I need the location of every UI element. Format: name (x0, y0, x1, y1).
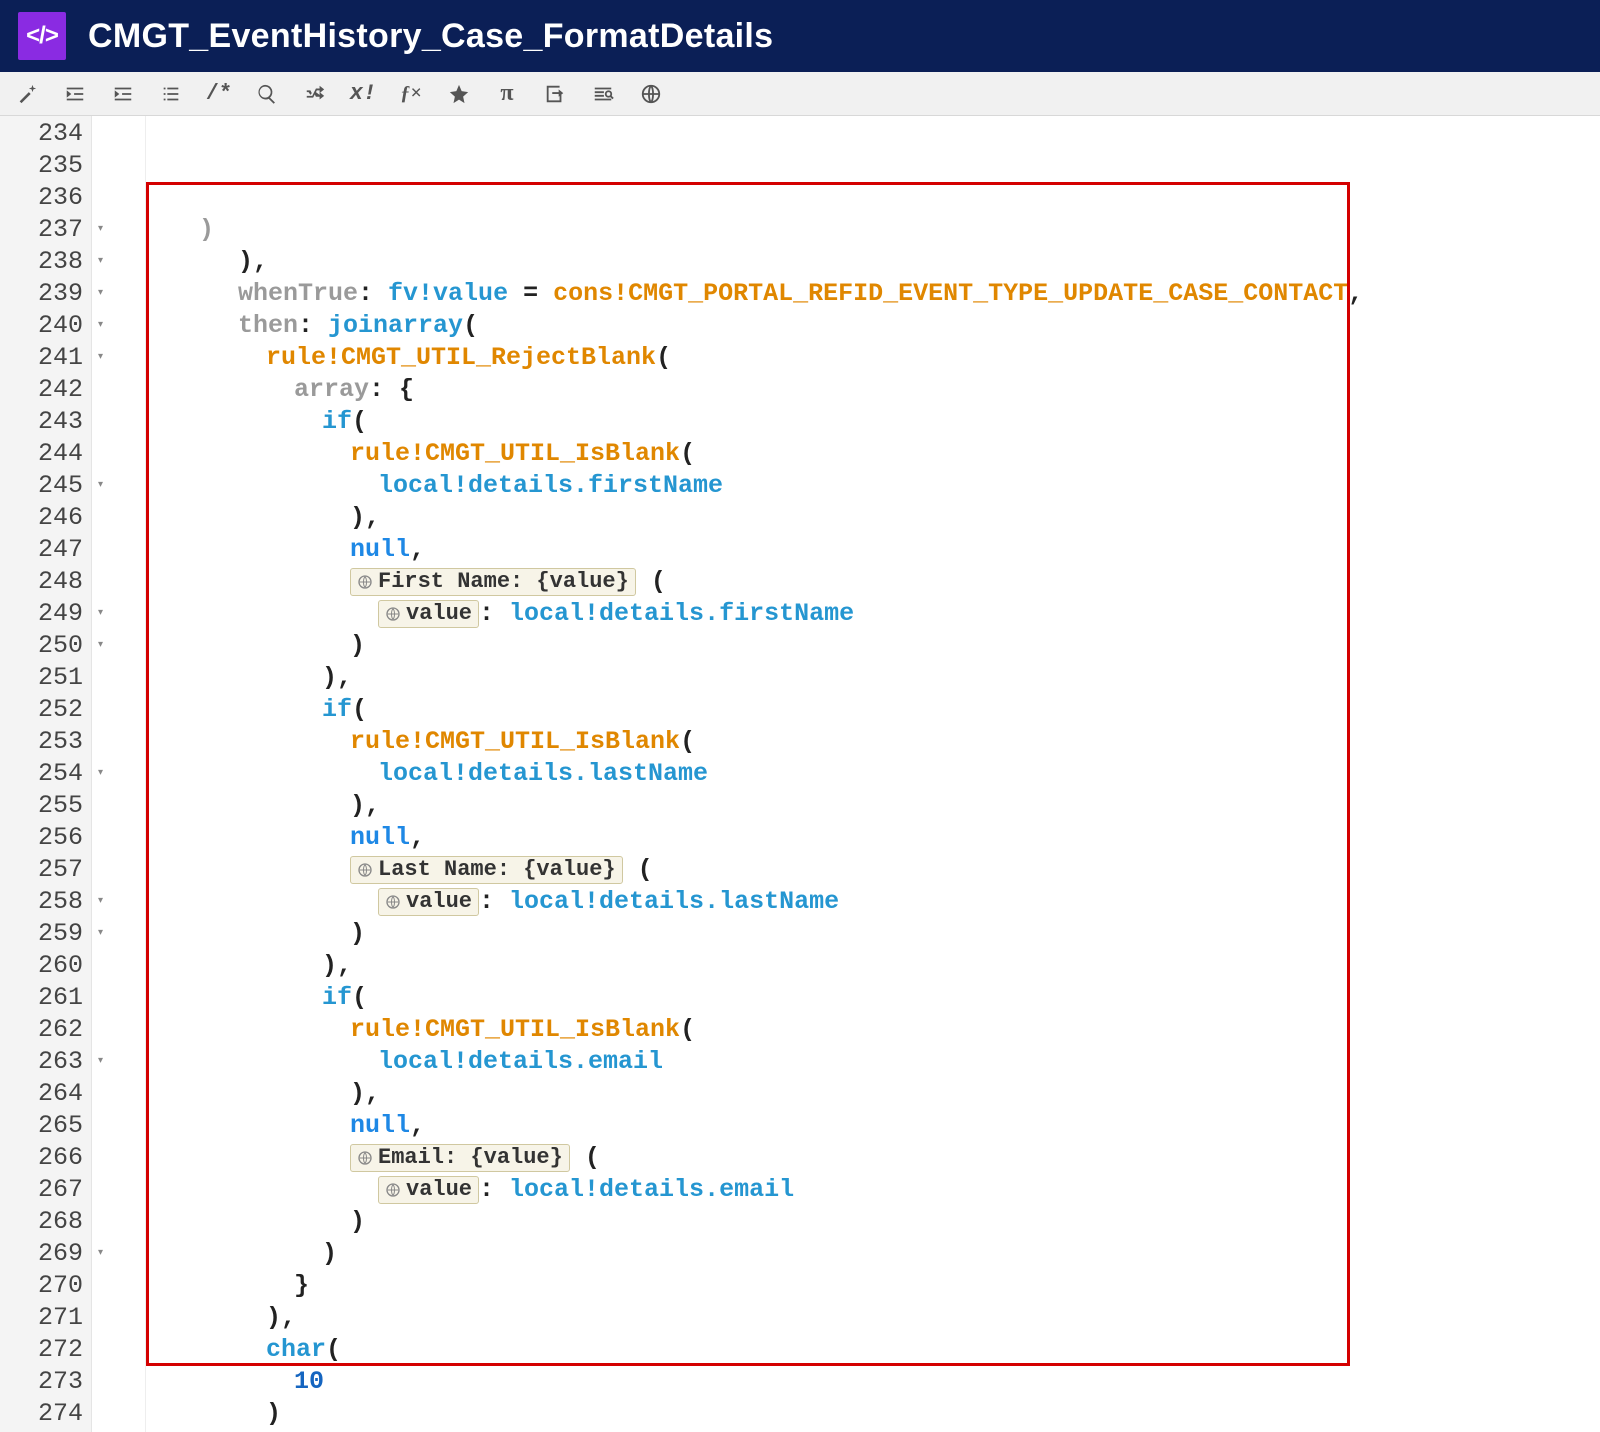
code-editor[interactable]: 2342352362372382392402412422432442452462… (0, 116, 1600, 1432)
shuffle-icon[interactable] (302, 81, 328, 107)
code-line[interactable]: local!details.firstName (154, 470, 1600, 502)
code-line[interactable]: ) (154, 630, 1600, 662)
code-line[interactable]: array: { (154, 374, 1600, 406)
code-line[interactable]: First Name: {value} ( (154, 566, 1600, 598)
code-line[interactable]: null, (154, 534, 1600, 566)
translation-tag[interactable]: Last Name: {value} (350, 856, 623, 884)
code-line[interactable]: whenTrue: fv!value = cons!CMGT_PORTAL_RE… (154, 278, 1600, 310)
translation-tag[interactable]: Email: {value} (350, 1144, 570, 1172)
comment-icon[interactable]: /* (206, 81, 232, 107)
code-line[interactable]: then: joinarray( (154, 310, 1600, 342)
code-line[interactable]: ) (154, 1398, 1600, 1430)
search-icon[interactable] (254, 81, 280, 107)
code-line[interactable]: ), (154, 790, 1600, 822)
code-line[interactable]: ), (154, 1078, 1600, 1110)
code-line[interactable]: null, (154, 822, 1600, 854)
code-line[interactable]: ) (154, 1238, 1600, 1270)
translation-tag[interactable]: First Name: {value} (350, 568, 636, 596)
fx-icon[interactable]: ƒ× (398, 81, 424, 107)
export-icon[interactable] (542, 81, 568, 107)
rule-type-icon: </> (18, 12, 66, 60)
code-line[interactable]: char( (154, 1334, 1600, 1366)
code-line[interactable]: if( (154, 982, 1600, 1014)
code-line[interactable]: rule!CMGT_UTIL_IsBlank( (154, 1014, 1600, 1046)
title-bar: </> CMGT_EventHistory_Case_FormatDetails (0, 0, 1600, 72)
code-line[interactable]: Last Name: {value} ( (154, 854, 1600, 886)
code-line[interactable]: 10 (154, 1366, 1600, 1398)
code-line[interactable]: rule!CMGT_UTIL_RejectBlank( (154, 342, 1600, 374)
code-line[interactable]: null, (154, 1110, 1600, 1142)
code-line[interactable]: rule!CMGT_UTIL_IsBlank( (154, 438, 1600, 470)
code-line[interactable]: value: local!details.lastName (154, 886, 1600, 918)
code-line[interactable]: if( (154, 406, 1600, 438)
pi-icon[interactable]: π (494, 81, 520, 107)
rule-title: CMGT_EventHistory_Case_FormatDetails (88, 17, 773, 56)
star-icon[interactable] (446, 81, 472, 107)
list-icon[interactable] (158, 81, 184, 107)
magic-wand-icon[interactable] (14, 81, 40, 107)
code-line[interactable]: ), (154, 246, 1600, 278)
editor-toolbar: /* x! ƒ× π (0, 72, 1600, 116)
code-line[interactable]: ), (154, 950, 1600, 982)
code-line[interactable]: value: local!details.email (154, 1174, 1600, 1206)
outdent-icon[interactable] (62, 81, 88, 107)
rule-type-icon-label: </> (26, 22, 58, 50)
translation-tag[interactable]: value (378, 600, 479, 628)
code-line[interactable]: if( (154, 694, 1600, 726)
code-line[interactable]: Email: {value} ( (154, 1142, 1600, 1174)
code-line[interactable]: local!details.email (154, 1046, 1600, 1078)
code-line[interactable]: local!details.lastName (154, 758, 1600, 790)
code-line[interactable]: ) (154, 1206, 1600, 1238)
line-number-gutter: 2342352362372382392402412422432442452462… (0, 116, 92, 1432)
code-line[interactable]: } (154, 1270, 1600, 1302)
code-line[interactable]: ) (154, 918, 1600, 950)
code-line[interactable]: rule!CMGT_UTIL_IsBlank( (154, 726, 1600, 758)
code-line[interactable]: ), (154, 502, 1600, 534)
code-line[interactable]: ), (154, 662, 1600, 694)
x-bang-icon[interactable]: x! (350, 81, 376, 107)
inspect-icon[interactable] (590, 81, 616, 107)
code-line[interactable]: ) (154, 214, 1600, 246)
code-line[interactable]: ), (154, 1302, 1600, 1334)
globe-icon[interactable] (638, 81, 664, 107)
indent-icon[interactable] (110, 81, 136, 107)
code-line[interactable]: value: local!details.firstName (154, 598, 1600, 630)
translation-tag[interactable]: value (378, 1176, 479, 1204)
translation-tag[interactable]: value (378, 888, 479, 916)
code-area[interactable]: )),whenTrue: fv!value = cons!CMGT_PORTAL… (146, 116, 1600, 1432)
